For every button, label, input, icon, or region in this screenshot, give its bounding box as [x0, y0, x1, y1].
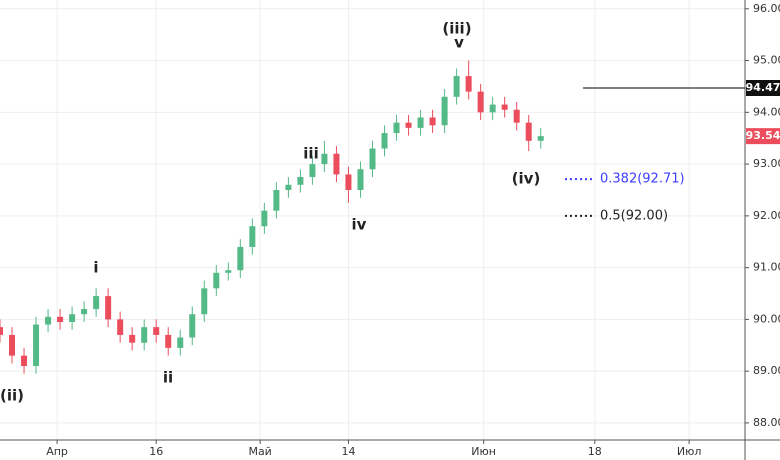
candle-body — [429, 117, 436, 126]
y-tick-label: 91.00 — [753, 261, 780, 274]
candle-body — [393, 122, 400, 134]
wave-label: (iv) — [512, 170, 541, 188]
candle-body — [129, 334, 136, 343]
fib-label: 0.5(92.00) — [600, 208, 668, 223]
candle-body — [441, 96, 448, 126]
candle-body — [237, 246, 244, 271]
y-tick-label: 93.00 — [753, 157, 780, 170]
candle-body — [81, 309, 88, 315]
candle-body — [105, 296, 112, 320]
y-tick-label: 95.00 — [753, 54, 780, 67]
price-badge-label: 93.54 — [746, 129, 780, 142]
candle-body — [285, 184, 292, 190]
candle-body — [249, 226, 256, 247]
y-tick-label: 92.00 — [753, 209, 780, 222]
wave-label: iii — [303, 145, 318, 163]
x-tick-label: 18 — [588, 445, 602, 458]
candle-body — [357, 169, 364, 190]
candle-body — [537, 136, 544, 141]
wave-label: v — [454, 34, 464, 52]
candle-body — [261, 210, 268, 227]
wave-label: iv — [352, 216, 367, 234]
candle-body — [513, 109, 520, 123]
price-badge-label: 94.47 — [746, 81, 780, 94]
y-tick-label: 96.00 — [753, 2, 780, 15]
wave-label: i — [93, 259, 98, 277]
candle-body — [273, 189, 280, 211]
candle-body — [189, 314, 196, 338]
candle-body — [417, 117, 424, 128]
x-tick-label: 14 — [341, 445, 355, 458]
candle-body — [45, 316, 52, 325]
candle-body — [297, 177, 304, 185]
candle-body — [333, 153, 340, 175]
candle-body — [177, 337, 184, 348]
candle-body — [489, 104, 496, 113]
x-tick-label: Июн — [471, 445, 496, 458]
price-badge — [746, 128, 780, 145]
y-tick-label: 89.00 — [753, 364, 780, 377]
candle-body — [225, 270, 232, 273]
y-tick-label: 94.00 — [753, 105, 780, 118]
candle-body — [117, 319, 124, 335]
y-tick-label: 88.00 — [753, 416, 780, 429]
candle-body — [405, 122, 412, 128]
wave-label: ii — [163, 369, 173, 387]
candle-body — [309, 164, 316, 178]
x-tick-label: Май — [248, 445, 271, 458]
candle-body — [477, 91, 484, 113]
candle-body — [9, 334, 16, 356]
candle-body — [165, 334, 172, 348]
candle-body — [321, 153, 328, 165]
y-tick-label: 90.00 — [753, 312, 780, 325]
wave-label: (ii) — [0, 387, 24, 405]
candle-body — [69, 314, 76, 322]
candle-body — [93, 296, 100, 310]
candle-body — [21, 355, 28, 366]
wave-label: (iii) — [442, 20, 471, 38]
candle-body — [525, 122, 532, 141]
candle-body — [153, 327, 160, 335]
price-badge — [746, 80, 780, 96]
candle-body — [141, 327, 148, 343]
x-tick-label: Июл — [677, 445, 702, 458]
candle-body — [33, 324, 40, 366]
candle-body — [381, 133, 388, 149]
candle-body — [201, 288, 208, 315]
candle-body — [345, 174, 352, 190]
candle-body — [213, 272, 220, 289]
x-tick-label: 16 — [149, 445, 163, 458]
candle-body — [57, 316, 64, 322]
x-tick-label: Апр — [46, 445, 68, 458]
candle-body — [0, 327, 3, 335]
candle-body — [465, 76, 472, 92]
candle-body — [453, 76, 460, 97]
candle-body — [369, 148, 376, 170]
fib-label: 0.382(92.71) — [600, 172, 685, 187]
candle-body — [501, 104, 508, 110]
